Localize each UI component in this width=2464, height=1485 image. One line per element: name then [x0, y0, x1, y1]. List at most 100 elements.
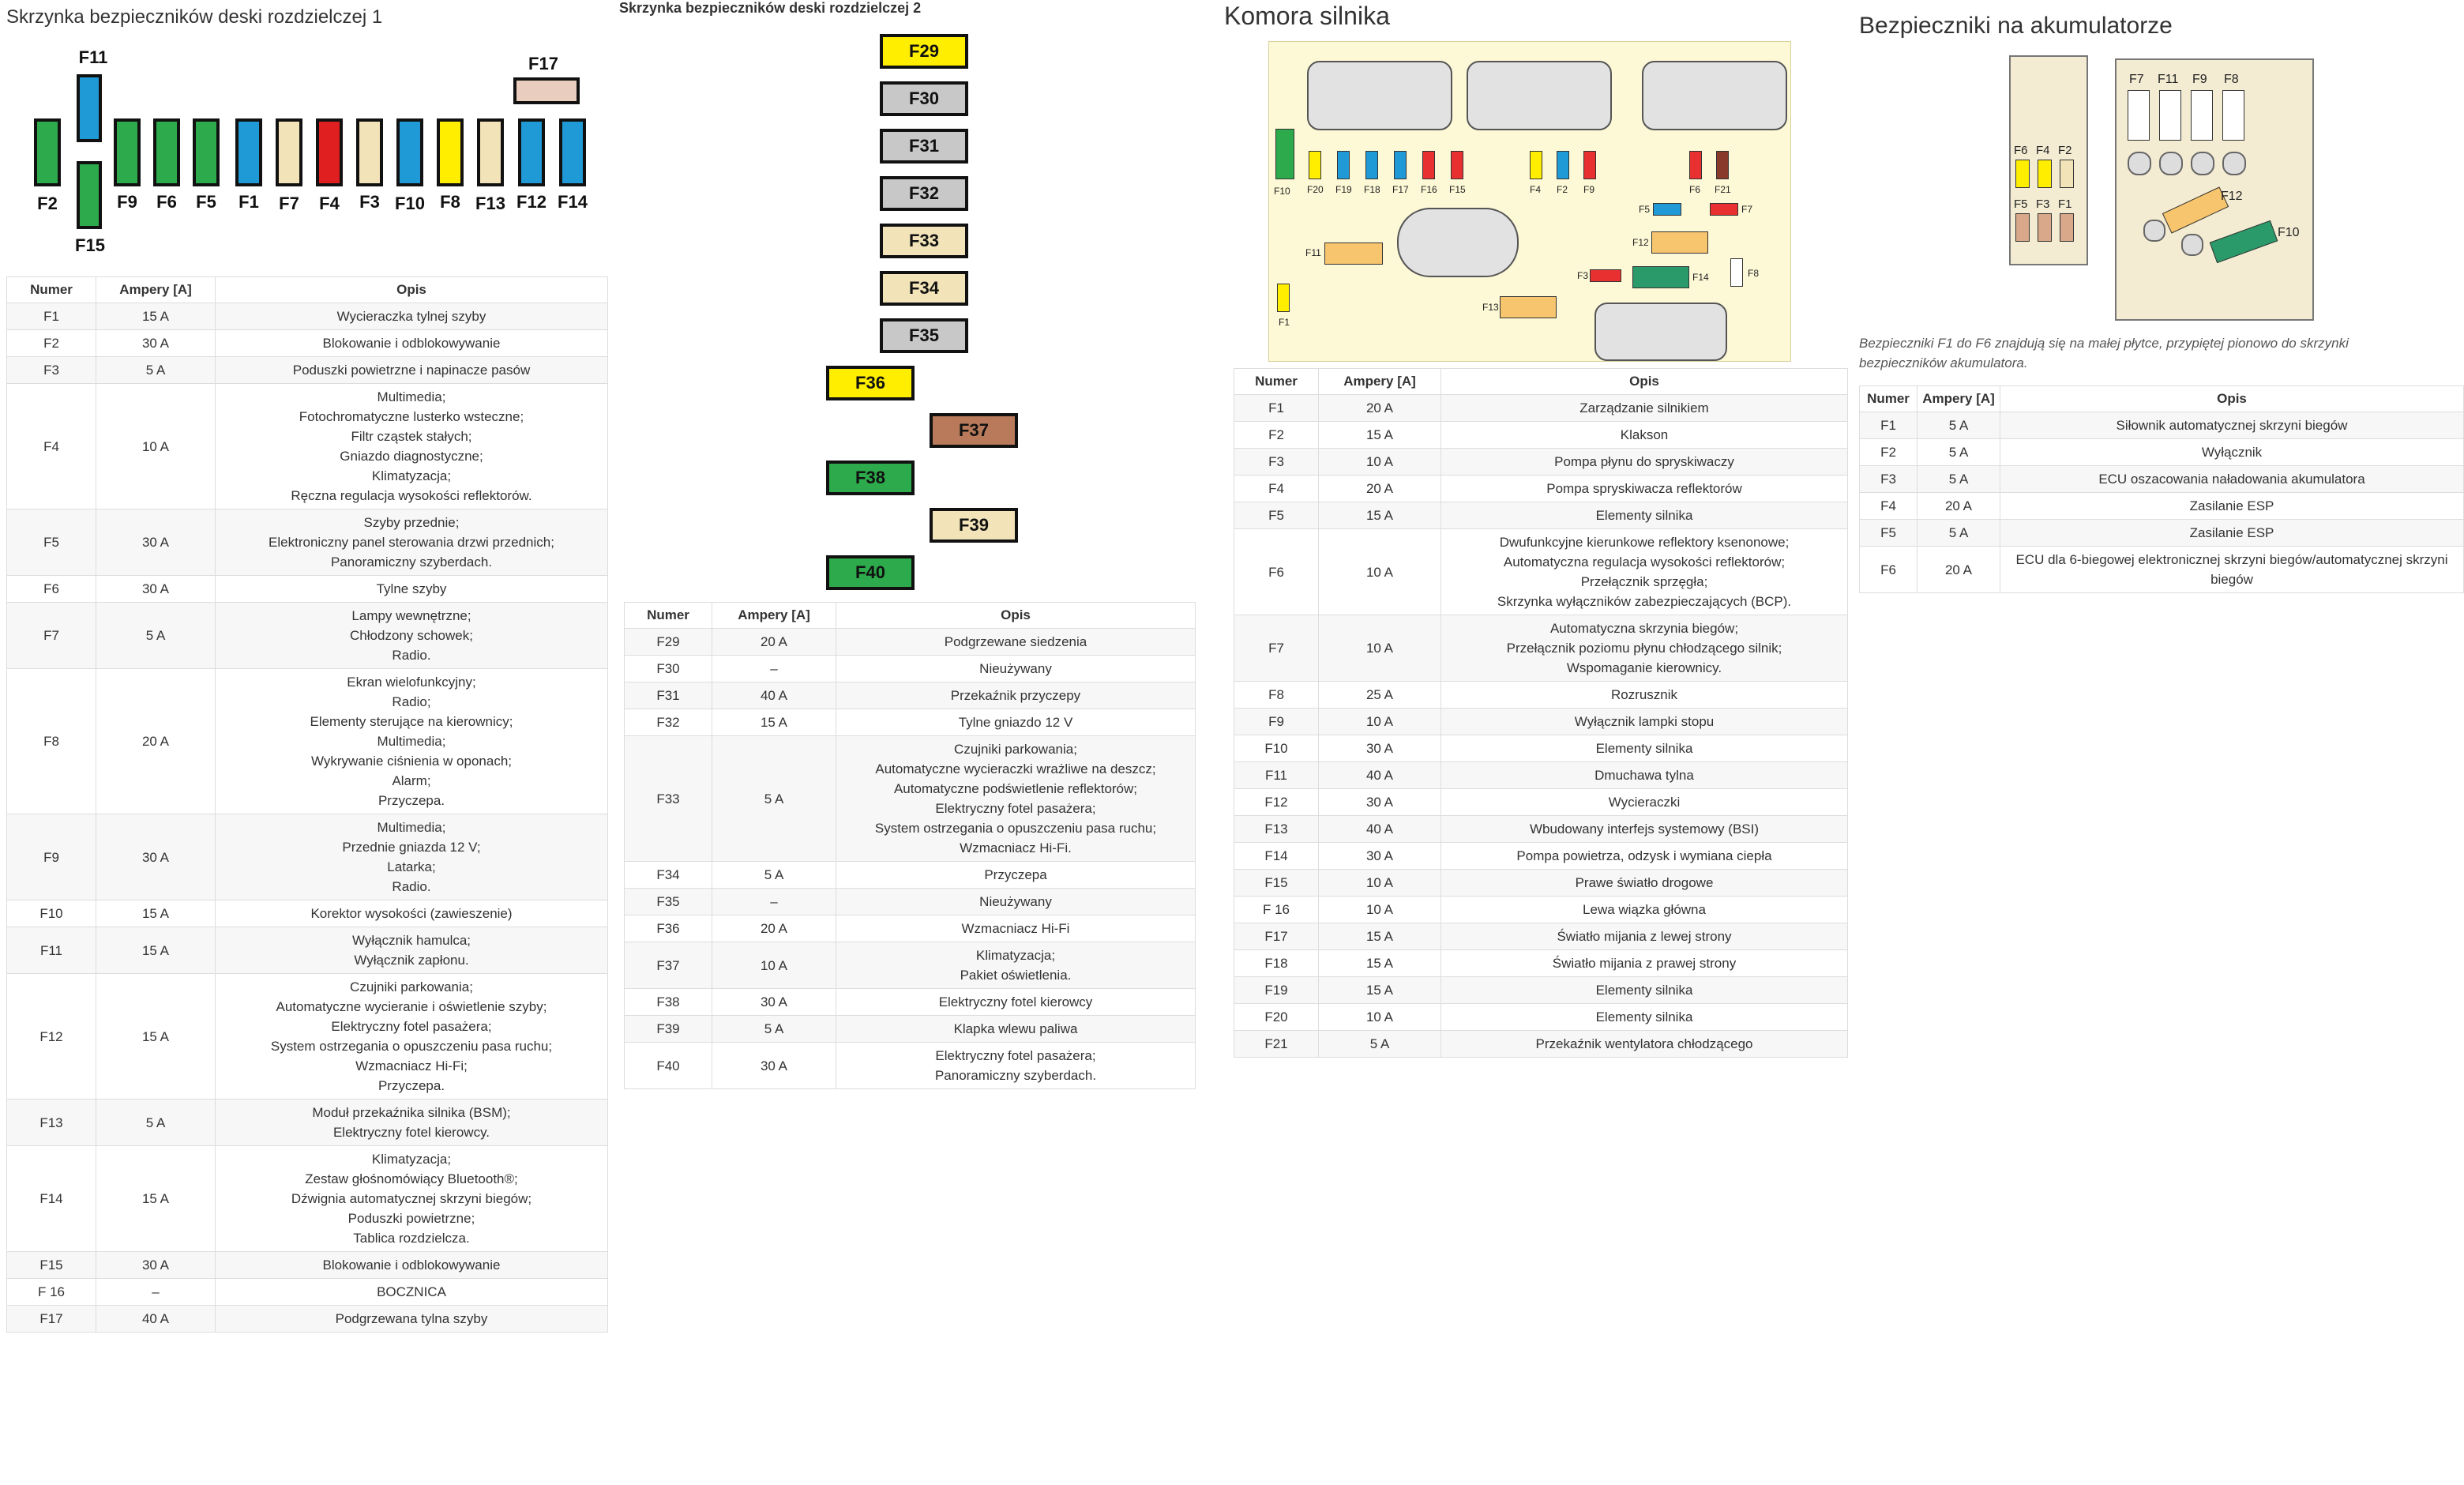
fuse-f7: [276, 118, 302, 186]
description-line: Ręczna regulacja wysokości reflektorów.: [291, 488, 532, 503]
table-row: F2 5 A Wyłącznik: [1859, 438, 2464, 466]
amperage-cell: 15 A: [96, 927, 216, 974]
description-line: Zasilanie ESP: [2189, 498, 2274, 513]
fuse-label-f17: F17: [1392, 184, 1409, 195]
column-header-number: Numer: [1859, 385, 1917, 412]
description-line: Elementy silnika: [1595, 741, 1693, 756]
description-line: Zarządzanie silnikiem: [1579, 400, 1709, 415]
description-cell: Elementy silnika: [1440, 976, 1848, 1004]
amperage-cell: 20 A: [96, 668, 216, 814]
description-line: Alarm;: [392, 773, 431, 788]
amperage-cell: 30 A: [96, 575, 216, 603]
amperage-cell: 20 A: [712, 628, 836, 656]
amperage-cell: 30 A: [1318, 788, 1441, 816]
table-row: F8 20 A Ekran wielofunkcyjny; Radio; Element…: [6, 668, 608, 814]
description-line: Automatyczna regulacja wysokości reflekt…: [1503, 555, 1786, 570]
fuse-f8: [1730, 258, 1743, 287]
description-cell: Nieużywany: [836, 888, 1196, 915]
description-line: Wyłącznik lampki stopu: [1574, 714, 1715, 729]
description-line: Gniazdo diagnostyczne;: [340, 449, 483, 464]
fuse-f18: [1365, 151, 1378, 179]
description-line: Poduszki powietrzne i napinacze pasów: [292, 363, 531, 378]
table-row: F17 40 A Podgrzewana tylna szyby: [6, 1305, 608, 1333]
fuse-label-f10: F10: [1274, 186, 1290, 197]
column-header-number: Numer: [624, 602, 712, 629]
amperage-cell: 15 A: [96, 900, 216, 927]
table-row: F3 5 A Poduszki powietrzne i napinacze pas…: [6, 356, 608, 384]
description-cell: Multimedia; Fotochromatyczne lusterko wst…: [215, 383, 608, 509]
fuse-f13: [1500, 296, 1557, 318]
description-cell: Prawe światło drogowe: [1440, 869, 1848, 897]
fuse-f9: [114, 118, 141, 186]
fuse-number-cell: F8: [1234, 681, 1319, 709]
fuse-number-cell: F4: [1859, 492, 1917, 520]
description-line: Elementy silnika: [1595, 983, 1693, 998]
description-line: Tylne gniazdo 12 V: [958, 715, 1073, 730]
fuse-label-f10: F10: [395, 194, 425, 213]
table-row: F33 5 A Czujniki parkowania; Automatyczne w…: [624, 735, 1196, 862]
description-line: ECU oszacowania naładowania akumulatora: [2098, 472, 2365, 487]
fuse-f21: [1716, 151, 1729, 179]
description-line: Automatyczne wycieraczki wrażliwe na des…: [875, 761, 1156, 776]
engine-fuse-diagram: F10 F20 F19 F18 F17 F16 F15 F4 F2 F9 F6 …: [1268, 41, 1791, 362]
fuse-label-f13: F13: [1482, 302, 1499, 313]
description-cell: Ekran wielofunkcyjny; Radio; Elementy ster…: [215, 668, 608, 814]
table-row: F29 20 A Podgrzewane siedzenia: [624, 628, 1196, 656]
table-row: F39 5 A Klapka wlewu paliwa: [624, 1015, 1196, 1043]
fuse-f1: [235, 118, 262, 186]
description-cell: Czujniki parkowania; Automatyczne wyciera…: [836, 735, 1196, 862]
description-line: System ostrzegania o opuszczeniu pasa ru…: [270, 1039, 553, 1054]
description-line: Wyłącznik zapłonu.: [354, 953, 469, 968]
description-line: Ekran wielofunkcyjny;: [347, 675, 476, 690]
description-line: Zestaw głośnomówiący Bluetooth®;: [305, 1171, 518, 1186]
table-row: F40 30 A Elektryczny fotel pasażera; Panora…: [624, 1042, 1196, 1089]
fuse-number-cell: F13: [6, 1099, 96, 1146]
fuse-label-f16: F16: [1421, 184, 1437, 195]
description-line: Automatyczne podświetlenie reflektorów;: [893, 781, 1138, 796]
fuse-label-f9: F9: [1583, 184, 1595, 195]
fuse-number-cell: F11: [6, 927, 96, 974]
table-row: F1 20 A Zarządzanie silnikiem: [1234, 394, 1848, 422]
description-cell: Multimedia; Przednie gniazda 12 V; Latarka…: [215, 814, 608, 900]
column-header-amps: Ampery [A]: [1318, 368, 1441, 395]
description-line: ECU dla 6-biegowej elektronicznej skrzyn…: [2015, 552, 2448, 587]
description-line: Poduszki powietrzne;: [347, 1211, 475, 1226]
fuse-number-cell: F34: [624, 861, 712, 889]
fuse-label-f14: F14: [558, 192, 588, 212]
amperage-cell: 30 A: [712, 1042, 836, 1089]
description-line: Światło mijania z prawej strony: [1552, 956, 1737, 971]
description-line: Wzmacniacz Hi-Fi.: [960, 840, 1072, 855]
amperage-cell: 10 A: [1318, 1003, 1441, 1031]
description-line: Pompa spryskiwacza reflektorów: [1546, 481, 1742, 496]
description-line: Automatyczna skrzynia biegów;: [1549, 621, 1739, 636]
amperage-cell: 5 A: [96, 356, 216, 384]
fuse-label-f10: F10: [2278, 226, 2300, 239]
amperage-cell: 10 A: [712, 942, 836, 989]
fuse-number-cell: F38: [624, 988, 712, 1016]
column-header-number: Numer: [1234, 368, 1319, 395]
fuse-number-cell: F6: [6, 575, 96, 603]
description-line: System ostrzegania o opuszczeniu pasa ru…: [874, 821, 1157, 836]
fuse-number-cell: F40: [624, 1042, 712, 1089]
column-header-description: Opis: [836, 602, 1196, 629]
fuse-number-cell: F12: [6, 973, 96, 1100]
fuse-f29: F29: [880, 34, 968, 69]
description-cell: Tylne szyby: [215, 575, 608, 603]
fuse-f12: [518, 118, 545, 186]
table-row: F9 30 A Multimedia; Przednie gniazda 12 V; L…: [6, 814, 608, 900]
description-line: Filtr cząstek stałych;: [351, 429, 472, 444]
description-line: Lampy wewnętrzne;: [351, 608, 471, 623]
fuse-number-cell: F10: [6, 900, 96, 927]
description-cell: ECU dla 6-biegowej elektronicznej skrzyn…: [2000, 546, 2464, 593]
description-line: Czujniki parkowania;: [350, 979, 473, 994]
fuse-number-cell: F1: [6, 303, 96, 330]
fuse-number-cell: F13: [1234, 815, 1319, 843]
fuse-label-f6: F6: [2014, 144, 2028, 157]
amperage-cell: 20 A: [1318, 394, 1441, 422]
fuse-f6: [1689, 151, 1702, 179]
fuse-label-f8: F8: [1748, 268, 1760, 279]
fuse-label-f5: F5: [2014, 197, 2028, 211]
fuse-number-cell: F5: [1234, 502, 1319, 529]
fuse-number-cell: F5: [6, 509, 96, 576]
amperage-cell: 5 A: [712, 861, 836, 889]
